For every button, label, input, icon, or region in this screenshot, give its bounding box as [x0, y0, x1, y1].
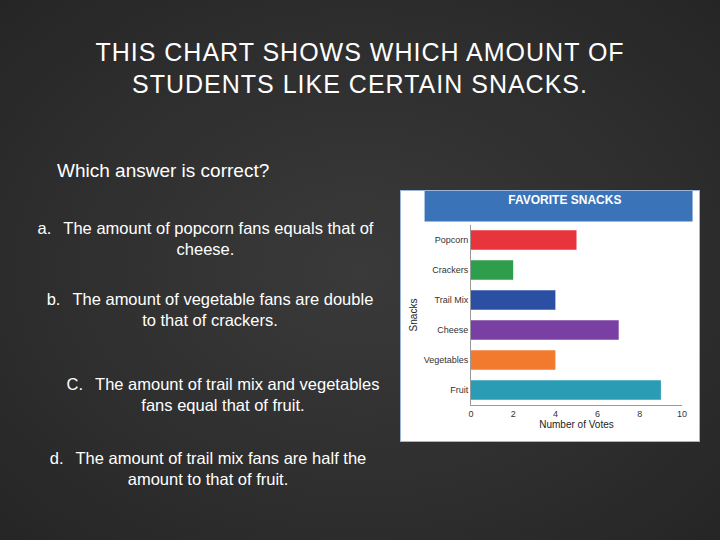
- html-text:a.: a.: [37, 219, 52, 237]
- svg-text:Snacks: Snacks: [408, 299, 419, 332]
- html-text:The amount of trail mix fans a: The amount of trail mix fans are half th…: [75, 449, 367, 488]
- svg-text:8: 8: [637, 409, 642, 419]
- svg-text:Cheese: Cheese: [437, 325, 468, 335]
- html-text:The amount of trail mix and ve: The amount of trail mix and vegetables f…: [95, 375, 380, 414]
- svg-text:Vegetables: Vegetables: [424, 355, 469, 365]
- svg-text:Crackers: Crackers: [432, 265, 469, 275]
- html-text:b.: b.: [46, 290, 61, 308]
- html-text:THIS CHART SHOWS WHICH AMOUNT: THIS CHART SHOWS WHICH AMOUNT OF STUDENT…: [95, 38, 625, 98]
- html-text:Which answer is correct?: Which answer is correct?: [57, 160, 270, 181]
- svg-text:Trail Mix: Trail Mix: [435, 295, 469, 305]
- svg-text:4: 4: [553, 409, 558, 419]
- html-text:The amount of vegetable fans a: The amount of vegetable fans are double …: [72, 290, 374, 329]
- svg-text:6: 6: [595, 409, 600, 419]
- svg-text:Popcorn: Popcorn: [435, 235, 469, 245]
- html-text:The amount of popcorn fans equ: The amount of popcorn fans equals that o…: [63, 219, 374, 258]
- html-text:C.: C.: [66, 375, 84, 393]
- svg-text:0: 0: [468, 409, 473, 419]
- svg-text:Number of Votes: Number of Votes: [539, 419, 613, 430]
- html-text:d.: d.: [49, 449, 64, 467]
- svg-text:FAVORITE SNACKS: FAVORITE SNACKS: [508, 193, 621, 207]
- svg-text:2: 2: [511, 409, 516, 419]
- svg-text:10: 10: [677, 409, 687, 419]
- svg-text:Fruit: Fruit: [450, 385, 468, 395]
